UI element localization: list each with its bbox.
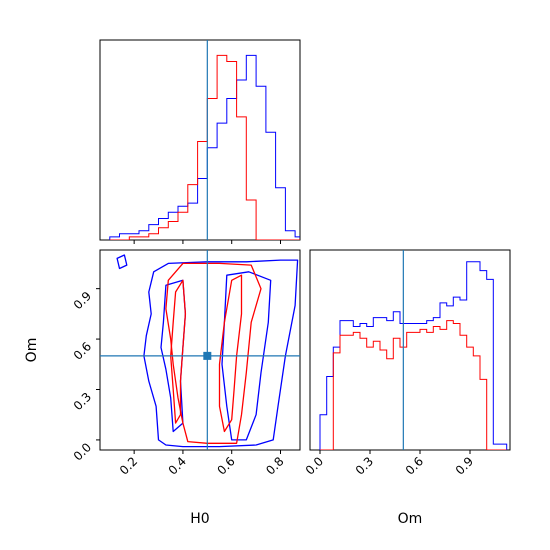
joint-y-ticks: 0.0 0.3 0.6 0.9 bbox=[71, 288, 100, 464]
histogram-step-line bbox=[320, 320, 507, 450]
h0-marginal-frame bbox=[99, 39, 301, 241]
om-marginal-panel: 0.0 0.3 0.6 0.9 Om bbox=[303, 249, 511, 527]
joint-x-ticks: 0.2 0.4 0.6 0.8 bbox=[117, 450, 287, 478]
contour-line bbox=[218, 274, 243, 433]
h0-marginal-ticks bbox=[133, 240, 281, 244]
tick-label: 0.0 bbox=[303, 454, 326, 477]
om-histogram-series-a bbox=[319, 261, 508, 450]
joint-panel: 0.2 0.4 0.6 0.8 0.0 0.3 0.6 0.9 H0 Om bbox=[24, 249, 301, 527]
om-marginal-frame bbox=[309, 249, 511, 451]
histogram-step-line bbox=[109, 54, 300, 240]
contour-line bbox=[116, 254, 128, 270]
contour-line bbox=[170, 279, 187, 424]
tick-label: 0.0 bbox=[71, 440, 94, 463]
histogram-step-line bbox=[319, 261, 508, 450]
h0-histogram-series-b bbox=[109, 54, 300, 240]
tick-label: 0.9 bbox=[453, 454, 476, 477]
tick-label: 0.6 bbox=[214, 454, 237, 477]
contour-line bbox=[143, 259, 299, 448]
tick-label: 0.2 bbox=[117, 454, 140, 477]
h0-marginal-panel bbox=[99, 39, 301, 244]
tick-label: 0.3 bbox=[71, 390, 94, 413]
tick-label: 0.6 bbox=[403, 454, 426, 477]
joint-x-axis-label: H0 bbox=[190, 511, 209, 527]
tick-label: 0.9 bbox=[71, 289, 94, 312]
contour-line bbox=[221, 271, 272, 441]
om-x-ticks: 0.0 0.3 0.6 0.9 bbox=[303, 450, 476, 478]
om-histogram-series-b bbox=[320, 320, 507, 450]
joint-frame bbox=[99, 249, 301, 451]
om-x-axis-label: Om bbox=[398, 511, 423, 527]
tick-label: 0.4 bbox=[166, 454, 189, 477]
tick-label: 0.3 bbox=[353, 454, 376, 477]
tick-label: 0.6 bbox=[71, 339, 94, 362]
joint-truth-marker bbox=[203, 351, 212, 360]
joint-y-axis-label: Om bbox=[24, 338, 40, 363]
tick-label: 0.8 bbox=[263, 454, 286, 477]
